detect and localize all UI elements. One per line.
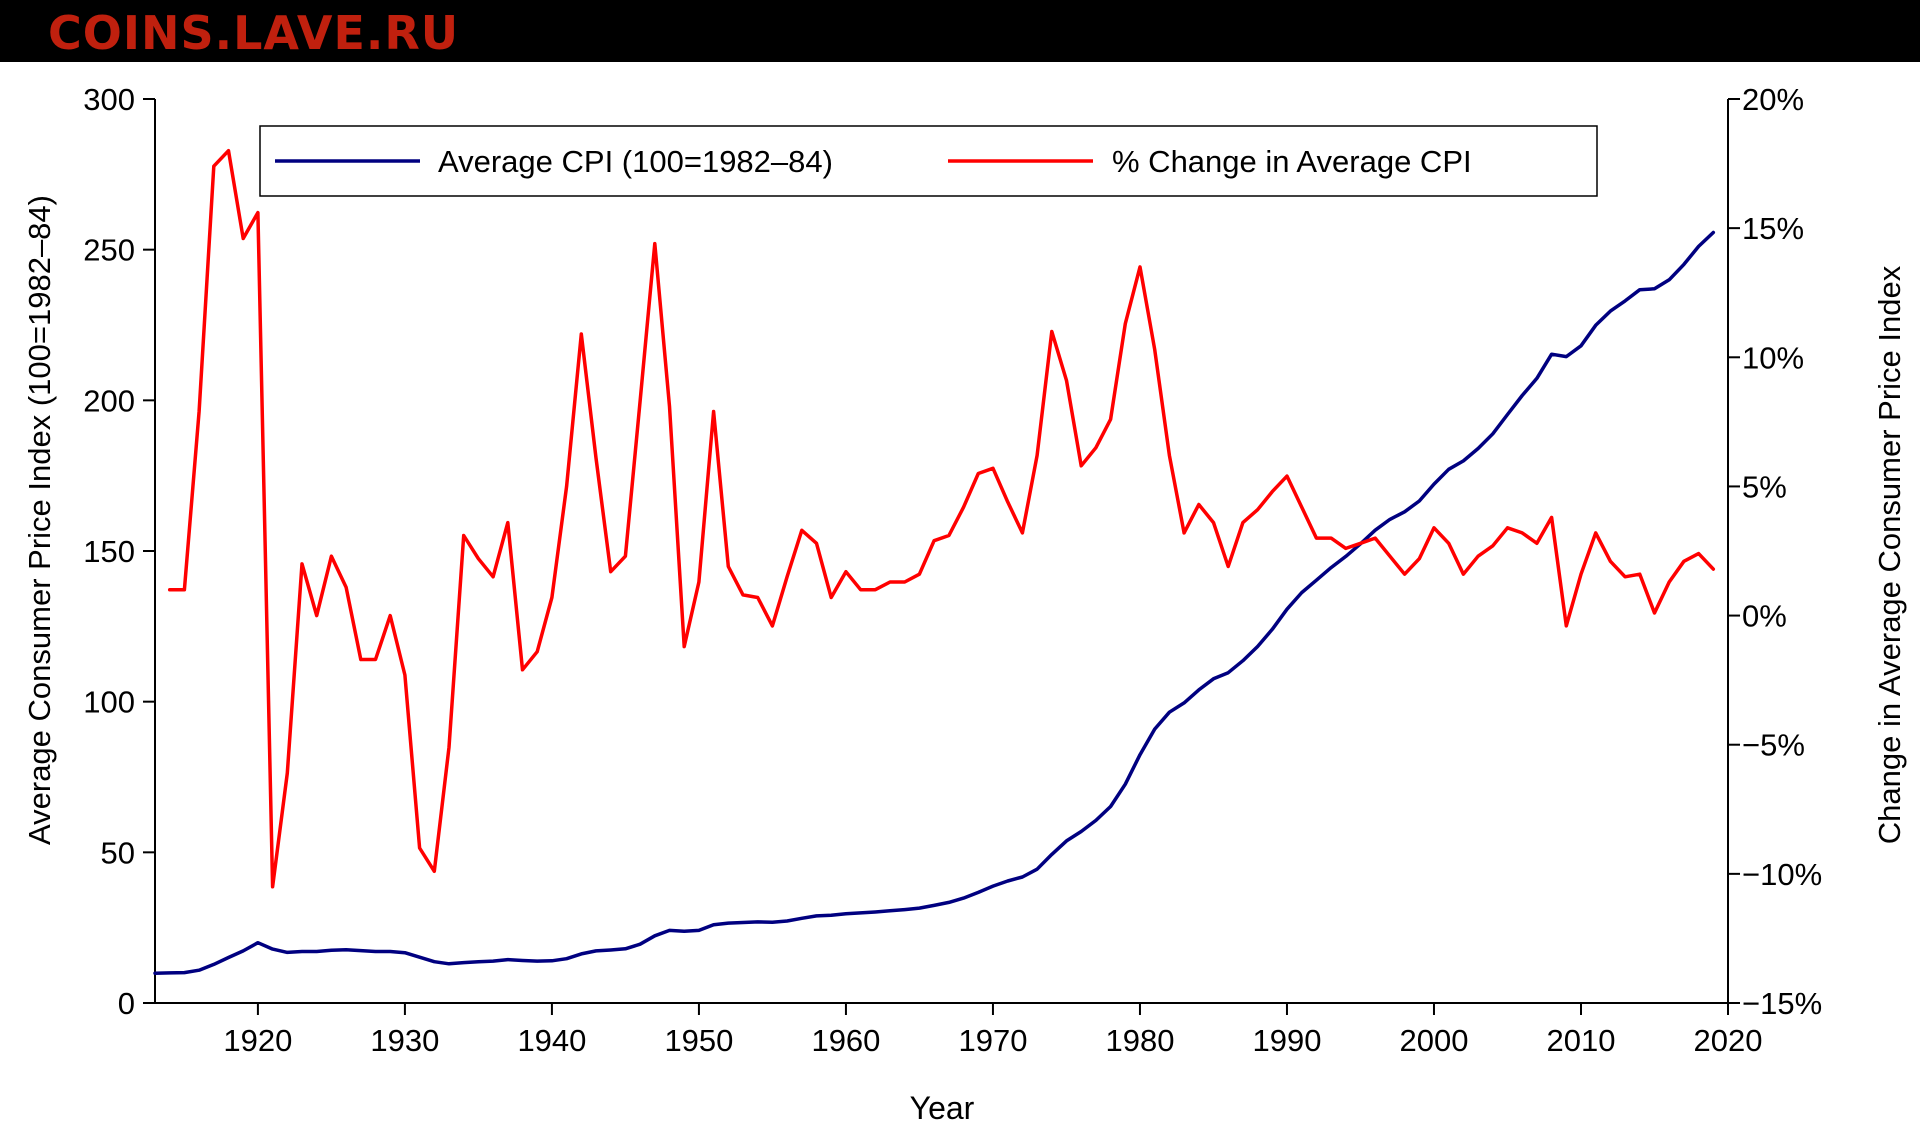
legend-box (259, 125, 1598, 197)
y-tick-label-right: 10% (1742, 340, 1804, 375)
legend-label-pct-change: % Change in Average CPI (1112, 144, 1472, 179)
x-axis-label: Year (910, 1090, 975, 1126)
y-tick-label-right: −10% (1742, 857, 1822, 892)
y-tick-label-left: 150 (83, 534, 135, 569)
y-tick-label-left: 0 (118, 986, 135, 1021)
x-tick-label: 2020 (1694, 1023, 1763, 1058)
watermark-bar: COINS.LAVE.RU (0, 0, 1920, 62)
x-tick-label: 1970 (958, 1023, 1027, 1058)
y-tick-label-left: 250 (83, 233, 135, 268)
x-tick-label: 1930 (370, 1023, 439, 1058)
series-line-cpi (153, 230, 1716, 975)
watermark-logo: COINS.LAVE.RU (48, 6, 460, 60)
y-tick-label-right: −15% (1742, 986, 1822, 1021)
y-tick-label-right: 5% (1742, 469, 1787, 504)
y-tick-label-right: 15% (1742, 211, 1804, 246)
y-tick-label-left: 300 (83, 82, 135, 117)
x-tick-label: 1940 (517, 1023, 586, 1058)
y-tick-label-right: 0% (1742, 599, 1787, 634)
x-tick-label: 1980 (1105, 1023, 1174, 1058)
x-tick-label: 1990 (1252, 1023, 1321, 1058)
x-tick-label: 2010 (1547, 1023, 1616, 1058)
chart-marks: 0 50 100 150 200 250 300 −15% −10% −5% 0% 5% 10% 15% 2… (83, 82, 1822, 1058)
x-tick-label: 1950 (664, 1023, 733, 1058)
legend-label-cpi: Average CPI (100=1982–84) (438, 144, 833, 179)
x-tick-label: 1920 (223, 1023, 292, 1058)
y-axis-left-label: Average Consumer Price Index (100=1982–8… (22, 195, 57, 845)
x-tick-label: 1960 (811, 1023, 880, 1058)
y-tick-label-left: 100 (83, 685, 135, 720)
y-tick-label-right: 20% (1742, 82, 1804, 117)
y-axis-right-label: Change in Average Consumer Price Index (1872, 265, 1907, 844)
x-tick-label: 2000 (1399, 1023, 1468, 1058)
y-tick-label-left: 50 (101, 835, 135, 870)
series-line-pct-change (167, 148, 1716, 889)
y-tick-label-left: 200 (83, 383, 135, 418)
y-tick-label-right: −5% (1742, 728, 1805, 763)
